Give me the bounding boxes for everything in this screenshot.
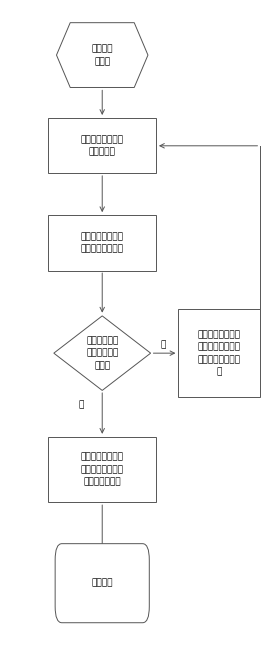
Text: 编址结束: 编址结束 bbox=[91, 579, 113, 588]
Text: 判断首架编址单元
并分配地址: 判断首架编址单元 并分配地址 bbox=[81, 135, 124, 157]
FancyBboxPatch shape bbox=[48, 216, 156, 271]
Text: 判断为发出脉冲信
号的编址单元的相
邻单元，并分配地
址: 判断为发出脉冲信 号的编址单元的相 邻单元，并分配地 址 bbox=[198, 330, 241, 376]
Text: 否: 否 bbox=[78, 400, 83, 410]
FancyBboxPatch shape bbox=[48, 437, 156, 502]
Text: 断开所有
断电器: 断开所有 断电器 bbox=[91, 44, 113, 66]
Text: 判断是否有编
址单元收到脉
冲信号: 判断是否有编 址单元收到脉 冲信号 bbox=[86, 336, 118, 370]
FancyBboxPatch shape bbox=[48, 118, 156, 173]
Text: 是: 是 bbox=[160, 340, 165, 349]
Text: 已分配地址的编址
单元发出脉冲信号: 已分配地址的编址 单元发出脉冲信号 bbox=[81, 232, 124, 254]
Polygon shape bbox=[56, 23, 148, 87]
FancyBboxPatch shape bbox=[178, 310, 260, 397]
Polygon shape bbox=[54, 316, 151, 390]
FancyBboxPatch shape bbox=[55, 544, 149, 623]
Text: 未分配地址的编址
单元为尾架编址单
元，并分配地址: 未分配地址的编址 单元为尾架编址单 元，并分配地址 bbox=[81, 453, 124, 487]
